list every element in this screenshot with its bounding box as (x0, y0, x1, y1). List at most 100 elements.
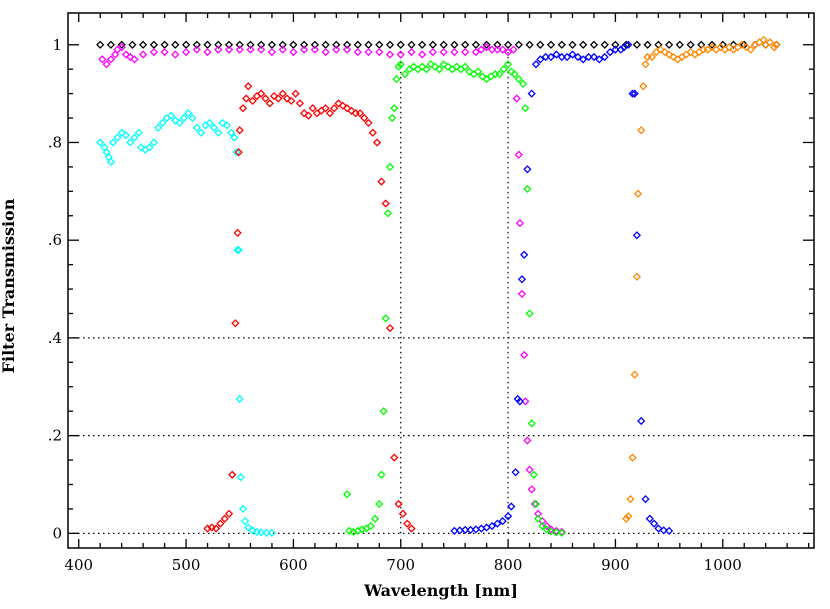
data-point-magenta (160, 47, 169, 57)
data-point-green (443, 62, 453, 71)
data-point-cyan (158, 118, 167, 128)
data-point-magenta (482, 43, 491, 52)
data-point-orange (643, 52, 652, 62)
data-point-cyan (126, 138, 135, 147)
data-point-magenta (214, 45, 223, 54)
data-point-green (435, 65, 444, 74)
data-point-black (138, 40, 148, 49)
data-point-magenta (364, 47, 373, 57)
data-point-orange (673, 55, 682, 64)
data-point-blue (568, 50, 577, 59)
data-point-cyan (222, 121, 232, 130)
data-point-blue (503, 512, 513, 521)
data-point-green (392, 74, 401, 84)
data-point-green (345, 526, 354, 536)
data-point-black (342, 40, 352, 49)
data-point-green (546, 527, 556, 536)
data-point-red (224, 509, 234, 518)
data-point-black (160, 40, 169, 49)
data-point-black (611, 40, 620, 49)
data-point-green (491, 69, 500, 79)
data-point-green (385, 162, 395, 172)
data-point-black (96, 40, 105, 49)
data-point-magenta (461, 47, 470, 57)
data-point-red (398, 509, 408, 518)
data-point-black (600, 40, 609, 49)
data-point-blue (511, 468, 520, 477)
data-point-magenta (477, 45, 486, 54)
data-point-black (729, 40, 738, 49)
data-point-green (510, 69, 519, 79)
data-point-red (381, 199, 390, 208)
data-point-cyan (196, 128, 206, 137)
data-point-cyan (184, 109, 193, 118)
data-point-black (203, 40, 212, 49)
data-point-magenta (521, 397, 530, 406)
data-point-magenta (321, 47, 330, 57)
data-point-cyan (154, 123, 163, 132)
data-point-black (214, 40, 223, 49)
data-point-blue (487, 521, 497, 531)
data-point-green (527, 419, 536, 428)
data-point-magenta (192, 45, 201, 54)
data-point-orange (622, 514, 631, 523)
data-point-orange (770, 43, 779, 52)
data-point-magenta (498, 45, 507, 54)
data-point-green (430, 62, 440, 71)
data-point-cyan (171, 116, 180, 125)
data-point-blue (546, 52, 556, 62)
data-point-blue (461, 525, 470, 535)
data-point-cyan (230, 133, 239, 142)
data-point-green (531, 499, 541, 509)
data-point-black (407, 40, 416, 49)
data-point-red (347, 106, 356, 115)
data-point-black (707, 40, 717, 49)
data-point-black (246, 40, 255, 49)
data-point-green (366, 521, 375, 531)
plot-border (67, 12, 815, 549)
data-point-cyan (233, 245, 242, 255)
data-point-red (308, 104, 317, 113)
data-point-red (248, 96, 257, 106)
data-point-black (128, 40, 137, 49)
data-point-black (353, 40, 362, 49)
data-point-magenta (102, 60, 111, 69)
data-point-red (342, 104, 352, 113)
data-point-orange (626, 494, 635, 504)
data-point-orange (690, 50, 700, 59)
data-point-red (385, 323, 395, 333)
data-series (96, 35, 781, 538)
data-point-black (396, 40, 405, 49)
data-point-cyan (108, 138, 118, 147)
data-point-blue (600, 52, 609, 62)
data-point-magenta (181, 47, 191, 57)
data-point-black (675, 40, 684, 49)
data-point-green (377, 470, 386, 479)
data-point-magenta (299, 45, 309, 54)
data-point-black (235, 40, 244, 49)
data-point-cyan (130, 133, 139, 142)
data-point-black (579, 40, 588, 49)
data-point-blue (579, 55, 588, 64)
data-point-green (557, 528, 566, 538)
data-point-black (267, 40, 277, 49)
x-tick-label: 800 (494, 556, 523, 574)
data-point-black (192, 40, 201, 49)
data-point-magenta (552, 526, 561, 536)
data-point-red (325, 109, 335, 118)
data-point-blue (630, 89, 639, 98)
data-point-green (542, 525, 551, 534)
data-point-black (332, 40, 341, 49)
data-point-green (452, 62, 461, 71)
data-point-magenta (527, 485, 536, 494)
data-point-black (643, 40, 652, 49)
data-point-magenta (428, 47, 438, 57)
data-point-green (383, 209, 393, 218)
data-point-red (403, 519, 412, 528)
y-tick-label: 1 (52, 36, 62, 54)
data-point-magenta (267, 47, 277, 57)
data-point-magenta (353, 47, 362, 57)
data-point-magenta (493, 45, 502, 54)
data-point-green (538, 521, 547, 531)
data-point-black (385, 40, 395, 49)
